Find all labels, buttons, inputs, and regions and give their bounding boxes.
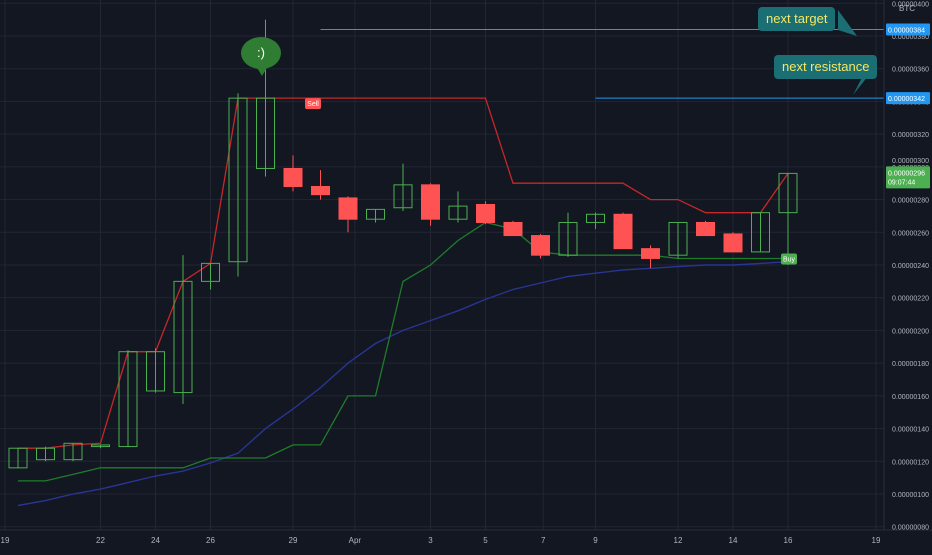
candle-body [613,213,633,250]
candle-body [311,185,330,196]
date-tick-label: 19 [1,536,10,545]
current-price-badge [886,166,930,189]
price-tick-label: 0.00000220 [892,296,929,303]
date-tick-label: 5 [483,536,488,545]
candle-body [503,221,523,237]
price-tick-label: 0.00000200 [892,328,929,335]
date-tick-label: 12 [674,536,683,545]
candle-body [696,221,715,237]
price-tick-label: 0.00000100 [892,492,929,499]
candle-body [448,205,468,220]
price-tick-label: 0.00000140 [892,427,929,434]
candle-body [558,221,578,256]
moving-average-line [17,261,789,507]
candle-body [531,235,550,256]
date-tick-label: 9 [593,536,598,545]
level-price-badge-label: 0.00000342 [888,96,925,103]
buy-marker [781,253,797,265]
sell-marker [305,98,321,110]
candle-body [476,203,495,223]
price-tick-label: 0.00000280 [892,198,929,205]
price-tick-label: 0.00000320 [892,132,929,139]
candle-body [91,444,110,448]
price-tick-label: 0.00000080 [892,525,929,532]
sell-marker-label: Sell [307,101,319,108]
price-tick-label: 0.00000240 [892,263,929,270]
next-resistance-callout: next resistance [774,55,878,79]
currency-label: BTC [899,4,915,13]
date-tick-label: 26 [206,536,215,545]
level-price-badge [886,23,930,36]
date-tick-label: 3 [428,536,433,545]
candle-body [201,262,220,282]
axis-badge-layer: 0.00000384 0.00000342 0.00000296 09:07:44 0.… [886,23,930,189]
candle-body [366,208,385,220]
level-price-badge-label: 0.00000384 [888,27,925,34]
candle-body [63,442,83,461]
price-tick-label: 0.00000260 [892,230,929,237]
next-target-pointer [838,10,857,36]
candle-body [338,197,358,220]
candle-body [118,351,138,448]
next-target-callout: next target [758,7,836,31]
price-tick-label: 0.00000380 [892,34,929,41]
buy-marker-label: Buy [783,256,796,263]
date-tick-label: 19 [872,536,881,545]
smiley-bubble: :) [241,37,281,69]
price-tick-label: 0.00000180 [892,361,929,368]
candle-body [393,184,413,209]
candle-body [668,221,688,256]
time-axis[interactable]: 19 22 24 26 29 Apr 3 5 7 9 12 14 16 19 [1,536,881,545]
price-tick-label: 0.00000120 [892,459,929,466]
date-tick-label: 24 [151,536,160,545]
candle-body [256,97,275,169]
candle-body [586,213,605,223]
candle-body [778,172,798,214]
price-tick-label: 0.00000160 [892,394,929,401]
countdown-label: 09:07:44 [888,179,915,186]
extra-axis-label: 0.00000300 [892,158,929,165]
candle-body [228,97,248,263]
candle-body [421,184,440,220]
candle-body [8,447,28,469]
marker-layer: Sell Buy [305,98,797,265]
date-tick-label: 22 [96,536,105,545]
date-tick-label: 16 [784,536,793,545]
candle-body [751,212,770,253]
date-tick-label: 29 [289,536,298,545]
ma-layer [17,261,789,507]
candle-body [36,447,55,461]
current-price-label: 0.00000296 [888,170,925,177]
candle-body [641,248,660,259]
candle-body [146,351,165,392]
candle-body [173,280,193,394]
candle-body [283,167,303,187]
candle-body [723,233,743,253]
date-tick-label: Apr [349,536,362,545]
date-tick-label: 14 [729,536,738,545]
level-price-badge [886,92,930,105]
price-tick-label: 0.00000400 [892,1,929,8]
date-tick-label: 7 [541,536,546,545]
grid-layer [0,0,884,530]
price-tick-label: 0.00000360 [892,67,929,74]
